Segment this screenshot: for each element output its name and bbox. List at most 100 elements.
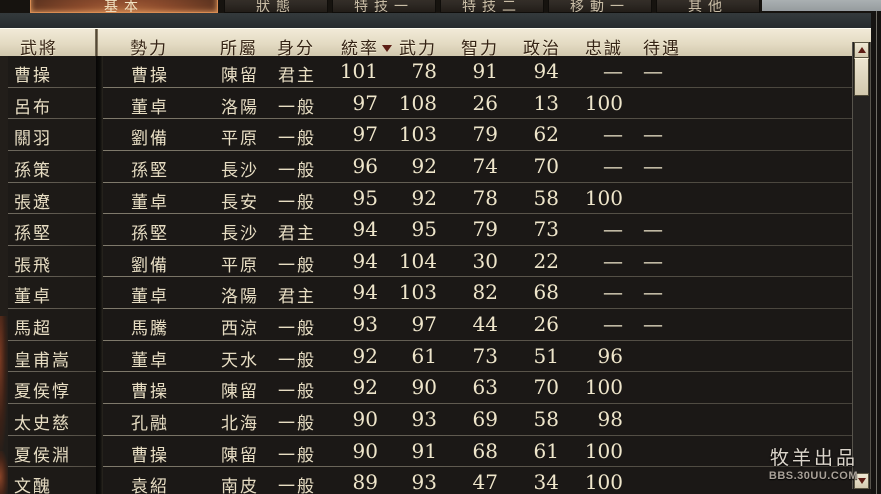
- tab[interactable]: 特技一: [332, 0, 436, 13]
- table-header: 武將 勢力 所屬 身分 統率 武力 智力 政治 忠誠 待遇: [0, 28, 872, 59]
- cell-force: 董卓: [131, 192, 169, 213]
- general-name: 關羽: [14, 129, 52, 150]
- column-header[interactable]: 勢力: [130, 34, 168, 59]
- cell-war: 93: [411, 470, 437, 494]
- vertical-scrollbar[interactable]: [852, 42, 871, 489]
- cell-intelligence: 69: [472, 407, 498, 432]
- cell-politics: 94: [533, 59, 559, 83]
- tab[interactable]: 基本: [30, 0, 218, 13]
- tab-label: 基本: [104, 0, 144, 13]
- tab[interactable]: 移動一: [548, 0, 652, 13]
- general-list-item[interactable]: 夏侯淵: [8, 436, 96, 468]
- cell-rank: 一般: [278, 160, 316, 181]
- cell-loyalty: —: [603, 248, 623, 273]
- table-row[interactable]: 袁紹 南皮 一般 89 93 47 34 100: [103, 467, 852, 494]
- column-header[interactable]: 忠誠: [585, 34, 623, 59]
- scroll-down-button[interactable]: [854, 473, 869, 489]
- cell-city: 長沙: [221, 224, 259, 245]
- cell-leadership: 92: [352, 343, 378, 368]
- cell-rank: 一般: [278, 97, 316, 118]
- scrollbar-thumb[interactable]: [854, 58, 869, 96]
- tab[interactable]: 狀態: [224, 0, 328, 13]
- table-row[interactable]: 董卓 長安 一般 95 92 78 58 100: [103, 183, 852, 215]
- general-list-item[interactable]: 曹操: [8, 56, 96, 88]
- triangle-up-icon: [857, 47, 866, 53]
- general-list-item[interactable]: 董卓: [8, 277, 96, 309]
- table-row[interactable]: 曹操 陳留 一般 92 90 63 70 100: [103, 372, 852, 404]
- cell-leadership: 95: [352, 185, 378, 210]
- general-list-item[interactable]: 張遼: [8, 183, 96, 215]
- cell-leadership: 93: [352, 312, 378, 337]
- window-border-line: [876, 11, 877, 494]
- general-name: 張飛: [14, 255, 52, 276]
- general-name: 太史慈: [14, 414, 71, 435]
- scroll-up-button[interactable]: [854, 42, 869, 58]
- cell-leadership: 94: [352, 217, 378, 242]
- general-list-item[interactable]: 張飛: [8, 246, 96, 278]
- table-row[interactable]: 孔融 北海 一般 90 93 69 58 98: [103, 404, 852, 436]
- cell-politics: 22: [533, 248, 559, 273]
- table-row[interactable]: 劉備 平原 一般 97 103 79 62 — —: [103, 119, 852, 151]
- tab[interactable]: 其他: [656, 0, 760, 13]
- column-header-label: 政治: [523, 39, 561, 59]
- table-row[interactable]: 曹操 陳留 君主 101 78 91 94 — —: [103, 56, 852, 88]
- cell-force: 劉備: [131, 129, 169, 150]
- cell-war: 103: [398, 280, 437, 305]
- cell-rank: 一般: [278, 129, 316, 150]
- cell-treatment: —: [643, 217, 663, 242]
- general-list-item[interactable]: 孫堅: [8, 214, 96, 246]
- general-name: 孫堅: [14, 224, 52, 245]
- cell-intelligence: 63: [472, 375, 498, 400]
- cell-intelligence: 73: [472, 343, 498, 368]
- general-name: 曹操: [14, 66, 52, 86]
- sort-desc-icon: [382, 45, 392, 52]
- column-divider: [96, 56, 103, 494]
- cell-loyalty: —: [603, 217, 623, 242]
- column-header-label: 智力: [461, 39, 499, 59]
- cell-rank: 一般: [278, 319, 316, 340]
- cell-intelligence: 68: [472, 438, 498, 463]
- cell-force: 董卓: [131, 287, 169, 308]
- cell-force: 劉備: [131, 255, 169, 276]
- general-list-item[interactable]: 太史慈: [8, 404, 96, 436]
- column-header[interactable]: 身分: [277, 34, 315, 59]
- column-header[interactable]: 武力: [399, 34, 437, 59]
- general-list-item[interactable]: 夏侯惇: [8, 372, 96, 404]
- general-list-item[interactable]: 孫策: [8, 151, 96, 183]
- cell-war: 92: [411, 185, 437, 210]
- watermark-text: 牧羊出品: [769, 447, 858, 469]
- column-header[interactable]: 統率: [341, 34, 392, 59]
- cell-city: 天水: [221, 350, 259, 371]
- column-header[interactable]: 政治: [523, 34, 561, 59]
- cell-treatment: —: [643, 122, 663, 147]
- cell-loyalty: 100: [584, 375, 623, 400]
- tab[interactable]: 特技二: [440, 0, 544, 13]
- table-row[interactable]: 孫堅 長沙 君主 94 95 79 73 — —: [103, 214, 852, 246]
- cell-force: 馬騰: [131, 319, 169, 340]
- cell-city: 平原: [221, 255, 259, 276]
- table-row[interactable]: 董卓 洛陽 君主 94 103 82 68 — —: [103, 277, 852, 309]
- table-row[interactable]: 董卓 洛陽 一般 97 108 26 13 100: [103, 88, 852, 120]
- table-row[interactable]: 曹操 陳留 一般 90 91 68 61 100: [103, 436, 852, 468]
- column-header[interactable]: 所屬: [220, 34, 258, 59]
- column-header-label: 統率: [341, 39, 379, 59]
- table-row[interactable]: 劉備 平原 一般 94 104 30 22 — —: [103, 246, 852, 278]
- column-header[interactable]: 武將: [20, 34, 58, 59]
- column-header[interactable]: 智力: [461, 34, 499, 59]
- general-list-item[interactable]: 文醜: [8, 467, 96, 494]
- general-list-item[interactable]: 馬超: [8, 309, 96, 341]
- table-row[interactable]: 馬騰 西涼 一般 93 97 44 26 — —: [103, 309, 852, 341]
- general-list-item[interactable]: 皇甫嵩: [8, 341, 96, 373]
- watermark-url: BBS.30UU.COM: [768, 470, 858, 482]
- cell-treatment: —: [643, 248, 663, 273]
- cell-rank: 君主: [278, 224, 316, 245]
- table-row[interactable]: 孫堅 長沙 一般 96 92 74 70 — —: [103, 151, 852, 183]
- cell-force: 董卓: [131, 350, 169, 371]
- cell-rank: 君主: [278, 287, 316, 308]
- general-list-item[interactable]: 呂布: [8, 88, 96, 120]
- column-header[interactable]: 待遇: [643, 34, 681, 59]
- column-header-label: 忠誠: [585, 39, 623, 59]
- table-row[interactable]: 董卓 天水 一般 92 61 73 51 96: [103, 341, 852, 373]
- general-list-item[interactable]: 關羽: [8, 119, 96, 151]
- cell-war: 90: [411, 375, 437, 400]
